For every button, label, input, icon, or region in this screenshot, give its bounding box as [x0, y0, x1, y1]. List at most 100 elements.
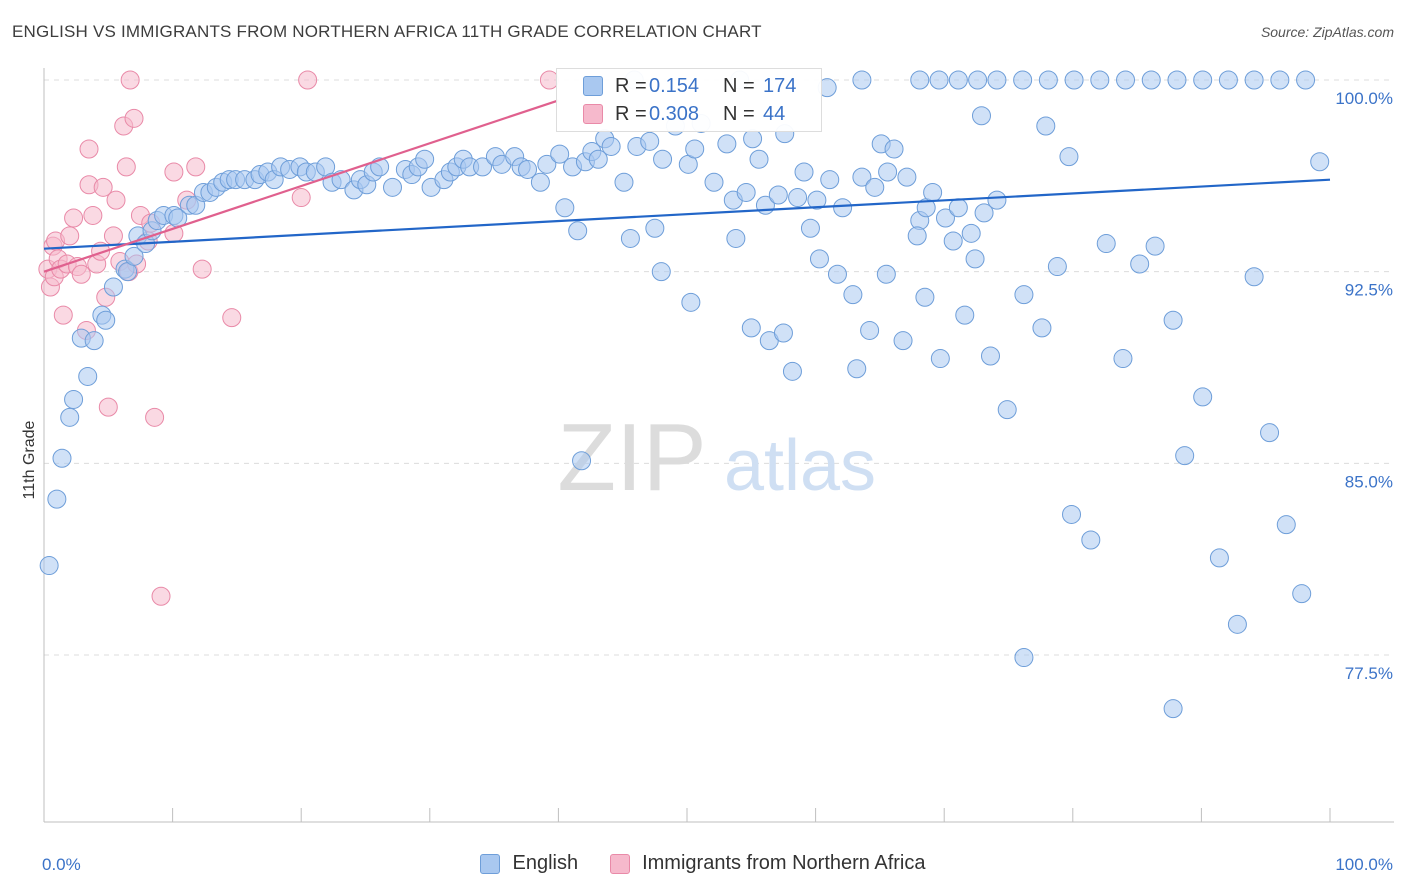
english-point	[852, 167, 872, 187]
english-point	[893, 331, 913, 351]
immigrants-point	[93, 177, 113, 197]
english-point	[1296, 70, 1316, 90]
english-point	[782, 361, 802, 381]
legend-item-immigrants[interactable]: Immigrants from Northern Africa	[610, 852, 926, 875]
english-point	[518, 159, 538, 179]
english-point	[1036, 116, 1056, 136]
english-point	[1209, 548, 1229, 568]
english-point	[1062, 504, 1082, 524]
chart-title: ENGLISH VS IMMIGRANTS FROM NORTHERN AFRI…	[12, 22, 762, 41]
legend-item-english[interactable]: English	[480, 852, 578, 875]
english-point	[1193, 387, 1213, 407]
english-point	[788, 188, 808, 208]
english-point	[1059, 147, 1079, 167]
english-point	[923, 182, 943, 202]
english-point	[974, 203, 994, 223]
immigrants-r-value: 0.308	[649, 102, 700, 125]
immigrants-points	[38, 70, 559, 606]
english-point	[651, 262, 671, 282]
english-swatch	[583, 76, 603, 96]
immigrants-point	[60, 226, 80, 246]
immigrants-point	[164, 162, 184, 182]
english-point	[884, 139, 904, 159]
english-point	[930, 349, 950, 369]
english-point	[39, 556, 59, 576]
english-point	[726, 228, 746, 248]
english-point	[124, 246, 144, 266]
english-point	[1032, 318, 1052, 338]
english-point	[1175, 446, 1195, 466]
english-point	[865, 177, 885, 197]
english-point	[572, 451, 592, 471]
y-tick-label: 85.0%	[1345, 472, 1393, 491]
legend-row-immigrants: R = 0.308 N = 44	[557, 101, 785, 127]
english-point	[980, 346, 1000, 366]
english-point	[568, 221, 588, 241]
english-point	[997, 400, 1017, 420]
english-point	[1260, 423, 1280, 443]
english-point	[820, 170, 840, 190]
english-point	[968, 70, 988, 90]
legend-english-swatch	[480, 853, 501, 874]
x-tick-label-min: 0.0%	[42, 855, 81, 874]
english-point	[1292, 584, 1312, 604]
english-point	[588, 149, 608, 169]
english-point	[704, 172, 724, 192]
english-r-value: 0.154	[649, 74, 700, 97]
english-point	[550, 144, 570, 164]
english-point	[1113, 349, 1133, 369]
immigrants-point	[298, 70, 318, 90]
legend-immigrants-swatch	[610, 853, 631, 874]
trend-lines	[43, 99, 1331, 273]
english-point	[47, 489, 67, 509]
english-point	[935, 208, 955, 228]
english-point	[473, 157, 493, 177]
english-point	[807, 190, 827, 210]
english-point	[1141, 70, 1161, 90]
english-point	[965, 249, 985, 269]
legend-english-label: English	[512, 852, 579, 874]
stats-legend: R = 0.154 N = 174 R = 0.308 N = 44	[556, 68, 822, 132]
english-point	[1064, 70, 1084, 90]
immigrants-point	[192, 259, 212, 279]
english-point	[601, 136, 621, 156]
series-legend: English Immigrants from Northern Africa	[0, 852, 1406, 875]
english-point	[1163, 310, 1183, 330]
english-point	[1218, 70, 1238, 90]
english-point	[948, 70, 968, 90]
immigrants-point	[83, 205, 103, 225]
english-point	[1047, 257, 1067, 277]
english-point	[741, 318, 761, 338]
english-point	[897, 167, 917, 187]
english-point	[1014, 285, 1034, 305]
english-point	[84, 331, 104, 351]
english-point	[717, 134, 737, 154]
immigrants-n-label: N =	[723, 102, 755, 125]
x-tick-label-max: 100.0%	[1335, 855, 1393, 874]
english-point	[103, 277, 123, 297]
immigrants-point	[106, 190, 126, 210]
english-point	[1090, 70, 1110, 90]
english-n-label: N =	[723, 74, 755, 97]
english-point	[1038, 70, 1058, 90]
english-point	[1227, 614, 1247, 634]
watermark: ZIP atlas	[557, 404, 876, 511]
english-point	[1130, 254, 1150, 274]
tick-labels: 77.5% 85.0% 92.5% 100.0% 0.0% 100.0%	[42, 89, 1393, 874]
english-point	[827, 264, 847, 284]
english-point	[1163, 699, 1183, 719]
immigrants-point	[222, 308, 242, 328]
english-point	[1244, 267, 1264, 287]
english-point	[96, 310, 116, 330]
english-point	[876, 264, 896, 284]
english-point	[768, 185, 788, 205]
english-point	[878, 162, 898, 182]
english-point	[1014, 648, 1034, 668]
english-point	[800, 218, 820, 238]
legend-row-english: R = 0.154 N = 174	[557, 73, 796, 99]
english-point	[640, 131, 660, 151]
english-point	[555, 198, 575, 218]
english-point	[915, 287, 935, 307]
english-point	[1013, 70, 1033, 90]
immigrants-point	[79, 139, 99, 159]
